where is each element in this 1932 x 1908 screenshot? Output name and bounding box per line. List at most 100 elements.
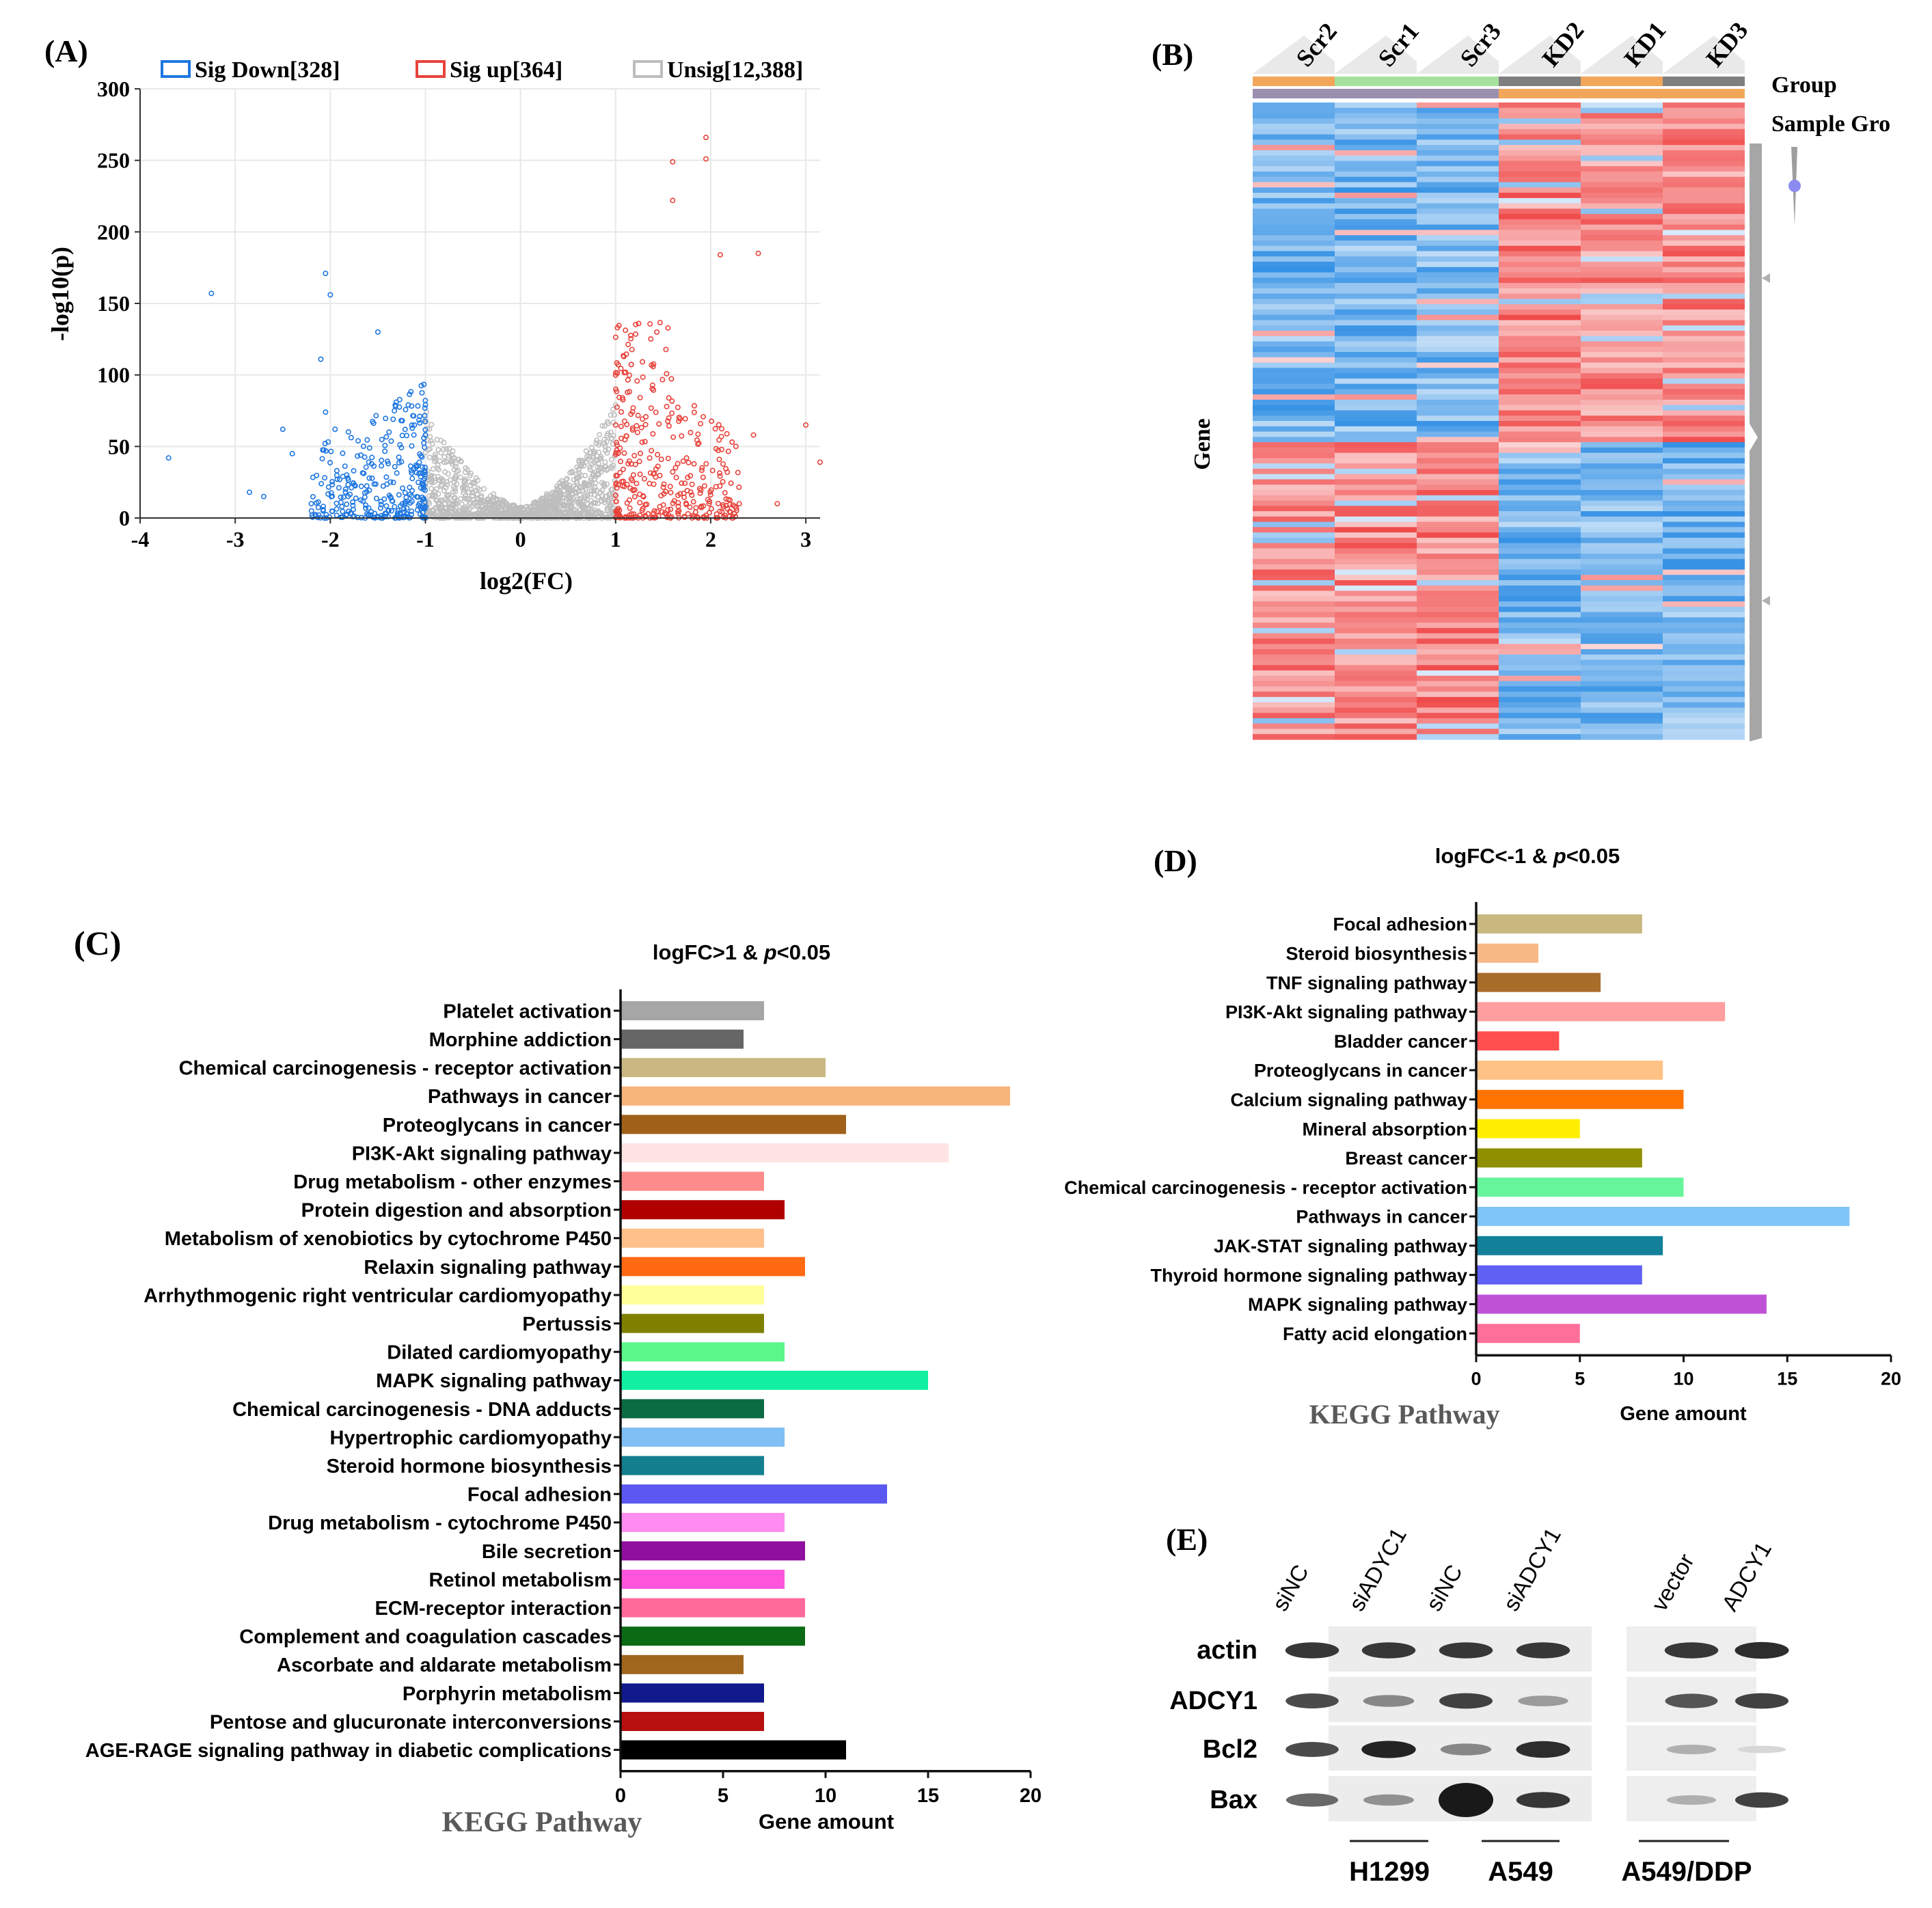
volcano-ytick-label: 150 xyxy=(97,291,130,316)
heatmap-cell xyxy=(1499,320,1581,326)
heatmap-cell xyxy=(1663,394,1745,400)
heatmap-group-bar xyxy=(1663,77,1745,86)
heatmap-group-bar xyxy=(1253,77,1335,86)
heatmap-cell xyxy=(1663,134,1745,140)
heatmap-cell xyxy=(1253,532,1335,539)
blot-band xyxy=(1516,1792,1570,1808)
volcano-point xyxy=(452,489,459,495)
heatmap-cell xyxy=(1417,659,1499,666)
volcano-point xyxy=(735,469,741,476)
heatmap-cell xyxy=(1417,728,1499,735)
volcano-point xyxy=(366,445,372,451)
volcano-point xyxy=(691,403,697,409)
volcano-point xyxy=(426,477,432,483)
heatmap-cell xyxy=(1335,299,1417,305)
heatmap-cell xyxy=(1581,368,1663,374)
heatmap-cell xyxy=(1253,166,1335,172)
heatmap-cell xyxy=(1499,230,1581,236)
volcano-point xyxy=(625,377,631,383)
blot-lane-label: siNC xyxy=(1421,1560,1467,1615)
heatmap-cell xyxy=(1499,627,1581,634)
heatmap-cell xyxy=(1663,357,1745,364)
heatmap-cell xyxy=(1253,187,1335,193)
volcano-point xyxy=(623,369,629,375)
x-tick-label: 5 xyxy=(718,1785,729,1807)
volcano-point xyxy=(651,481,657,487)
heatmap-cell xyxy=(1663,187,1745,193)
volcano-point xyxy=(329,493,336,500)
heatmap-cell xyxy=(1663,208,1745,215)
heatmap-cell xyxy=(1417,134,1499,140)
heatmap-cell xyxy=(1253,171,1335,178)
heatmap-cell xyxy=(1663,267,1745,273)
volcano-point xyxy=(583,448,589,454)
volcano-point xyxy=(733,505,739,511)
heatmap-cell xyxy=(1663,145,1745,151)
volcano-point xyxy=(323,271,329,277)
volcano-point xyxy=(588,502,594,508)
heatmap-cell xyxy=(1581,723,1663,730)
heatmap-header-tab xyxy=(1499,36,1581,74)
heatmap-cell xyxy=(1253,139,1335,146)
volcano-point xyxy=(407,463,413,469)
heatmap-cell xyxy=(1499,728,1581,735)
heatmap-cell xyxy=(1253,718,1335,724)
heatmap-cell xyxy=(1663,320,1745,326)
volcano-point xyxy=(620,466,626,472)
heatmap-sample-group-bar xyxy=(1253,89,1335,98)
bar xyxy=(621,1512,785,1532)
heatmap-cell xyxy=(1417,500,1499,506)
volcano-point xyxy=(665,455,671,461)
x-tick-label: 15 xyxy=(1777,1368,1797,1389)
heatmap-cell xyxy=(1335,383,1417,390)
heatmap-cell xyxy=(1253,696,1335,703)
volcano-point xyxy=(699,465,705,471)
volcano-point xyxy=(718,433,724,439)
volcano-point xyxy=(327,514,333,520)
volcano-point xyxy=(627,505,633,511)
heatmap-cell xyxy=(1417,516,1499,523)
heatmap-cell xyxy=(1663,107,1745,114)
volcano-point xyxy=(649,382,655,388)
heatmap-cell xyxy=(1253,103,1335,109)
heatmap-cell xyxy=(1253,272,1335,278)
blot-band xyxy=(1737,1745,1786,1754)
heatmap-cell xyxy=(1581,224,1663,230)
heatmap-cell xyxy=(1499,734,1581,740)
heatmap-cell xyxy=(1335,585,1417,592)
heatmap-cell xyxy=(1581,145,1663,151)
bar xyxy=(621,1058,826,1078)
heatmap-cell xyxy=(1499,134,1581,140)
volcano-point xyxy=(363,505,369,511)
volcano-point xyxy=(422,413,428,419)
x-tick-label: 5 xyxy=(1575,1368,1585,1389)
heatmap-header-tab xyxy=(1253,36,1335,74)
volcano-point xyxy=(715,500,721,506)
blot-row-label: ADCY1 xyxy=(1169,1687,1257,1715)
volcano-point xyxy=(450,448,456,454)
heatmap-cell xyxy=(1253,527,1335,533)
western-blot: siNC siADYC1 siNC siADCY1 vector ADCY1actinAD… xyxy=(1169,1523,1789,1887)
heatmap-cell xyxy=(1417,410,1499,416)
heatmap-cell xyxy=(1335,659,1417,666)
chart-c-xlabel: Gene amount xyxy=(759,1810,894,1834)
heatmap-cell xyxy=(1253,214,1335,220)
volcano-point xyxy=(396,396,403,403)
heatmap-cell xyxy=(1663,272,1745,278)
heatmap-cell xyxy=(1499,606,1581,613)
volcano-ylabel: -log10(p) xyxy=(46,247,74,341)
heatmap-cell xyxy=(1663,197,1745,204)
volcano-point xyxy=(632,461,638,467)
heatmap-cell xyxy=(1581,150,1663,156)
volcano-point xyxy=(557,492,563,498)
heatmap-cell xyxy=(1335,373,1417,379)
heatmap-cell xyxy=(1663,463,1745,469)
heatmap-cell xyxy=(1417,723,1499,730)
volcano-point xyxy=(564,476,570,482)
bar xyxy=(621,1143,949,1162)
volcano-point xyxy=(461,489,467,495)
volcano-point xyxy=(434,465,440,471)
heatmap-cell xyxy=(1499,596,1581,602)
heatmap-cell xyxy=(1253,378,1335,385)
